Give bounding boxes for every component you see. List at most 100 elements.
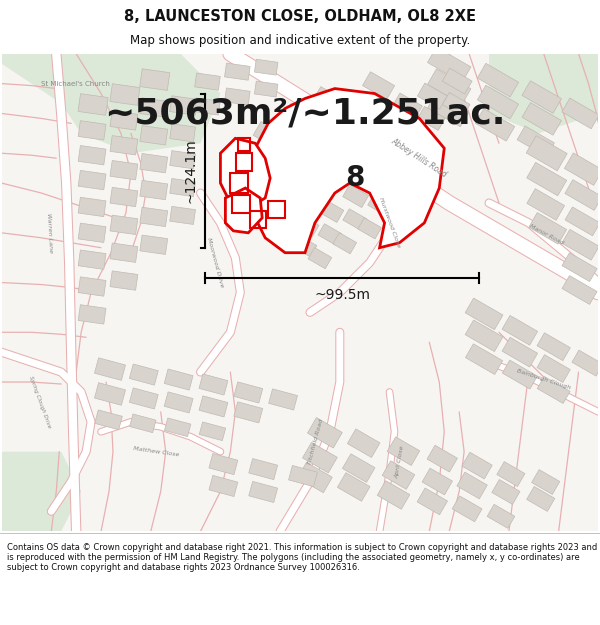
Text: April Close: April Close	[394, 444, 405, 479]
Text: 8: 8	[345, 164, 364, 192]
Bar	[78, 305, 106, 324]
Bar	[502, 338, 538, 367]
Bar	[442, 92, 470, 116]
Bar	[307, 418, 342, 448]
Bar	[130, 414, 156, 432]
Bar	[78, 198, 106, 217]
Bar	[249, 481, 278, 502]
Bar	[313, 87, 345, 114]
Bar	[565, 179, 600, 211]
Text: Titchfield Road: Titchfield Road	[307, 418, 325, 465]
Bar	[362, 98, 392, 124]
Bar	[254, 59, 278, 75]
Bar	[318, 199, 344, 222]
Text: Moorwood Drive: Moorwood Drive	[206, 237, 224, 288]
Bar	[428, 93, 469, 127]
Bar	[362, 123, 392, 149]
Bar	[428, 47, 471, 82]
Bar	[565, 207, 600, 236]
Bar	[526, 136, 567, 171]
Bar	[572, 350, 600, 376]
Polygon shape	[489, 54, 598, 133]
Bar	[140, 98, 167, 117]
Bar	[293, 236, 317, 257]
Bar	[417, 488, 448, 515]
Bar	[537, 332, 571, 361]
Bar	[110, 215, 138, 234]
Bar	[95, 410, 122, 430]
Bar	[502, 360, 538, 389]
Bar	[78, 94, 108, 115]
Bar	[140, 181, 167, 200]
Bar	[368, 169, 394, 192]
Bar	[502, 316, 538, 345]
Bar	[497, 462, 525, 486]
Bar	[199, 374, 228, 395]
Bar	[313, 138, 343, 164]
Bar	[234, 402, 263, 423]
Bar	[254, 81, 278, 97]
Bar	[78, 146, 106, 165]
Bar	[427, 445, 457, 472]
Bar	[94, 382, 125, 405]
Bar	[527, 189, 565, 220]
Bar	[194, 98, 220, 115]
Text: Bainburgh Clough: Bainburgh Clough	[516, 368, 571, 390]
Bar	[392, 119, 420, 143]
Bar	[302, 442, 337, 473]
Bar	[428, 69, 471, 104]
Text: Spring Clough Drive: Spring Clough Drive	[28, 375, 51, 429]
Text: Hurstwood Close: Hurstwood Close	[378, 197, 401, 249]
Bar	[466, 344, 503, 374]
Bar	[562, 98, 599, 129]
Bar	[140, 208, 167, 227]
Bar	[170, 151, 196, 169]
Bar	[164, 418, 191, 437]
Bar	[562, 253, 597, 281]
Text: Map shows position and indicative extent of the property.: Map shows position and indicative extent…	[130, 34, 470, 47]
Bar	[368, 194, 391, 215]
Bar	[537, 354, 571, 382]
Bar	[529, 213, 566, 244]
Polygon shape	[248, 89, 444, 252]
Bar	[253, 145, 283, 171]
Bar	[358, 217, 382, 239]
Text: ~124.1m: ~124.1m	[184, 138, 197, 203]
Bar	[343, 454, 375, 482]
Bar	[224, 63, 250, 80]
Bar	[110, 243, 138, 262]
Bar	[422, 468, 452, 495]
Bar	[78, 171, 106, 190]
Bar	[234, 382, 263, 403]
Text: St Michael's Church: St Michael's Church	[41, 81, 110, 87]
Polygon shape	[2, 452, 81, 531]
Bar	[442, 68, 472, 94]
Bar	[452, 496, 482, 522]
Bar	[565, 153, 600, 186]
Bar	[418, 83, 447, 109]
Bar	[527, 486, 555, 511]
Bar	[478, 85, 518, 119]
Bar	[164, 392, 193, 413]
Bar	[170, 96, 197, 115]
Text: Warren Lane: Warren Lane	[46, 213, 53, 253]
Bar	[140, 235, 167, 254]
Bar	[283, 173, 313, 199]
Bar	[224, 88, 250, 105]
Bar	[522, 102, 562, 135]
Polygon shape	[220, 138, 270, 208]
Bar	[318, 224, 341, 245]
Bar	[253, 167, 283, 192]
Bar	[392, 154, 418, 178]
Polygon shape	[2, 54, 220, 153]
Bar	[343, 209, 367, 230]
Bar	[170, 179, 196, 197]
Bar	[492, 479, 520, 504]
Bar	[78, 277, 106, 296]
Bar	[293, 214, 319, 238]
Bar	[337, 472, 370, 501]
Bar	[130, 364, 158, 385]
Bar	[249, 459, 278, 479]
Text: 8, LAUNCESTON CLOSE, OLDHAM, OL8 2XE: 8, LAUNCESTON CLOSE, OLDHAM, OL8 2XE	[124, 9, 476, 24]
Bar	[164, 369, 193, 390]
